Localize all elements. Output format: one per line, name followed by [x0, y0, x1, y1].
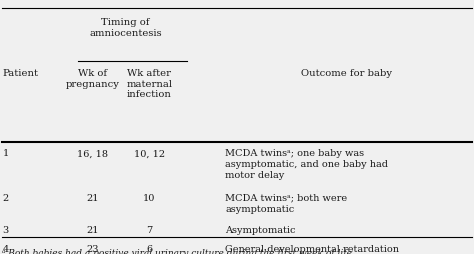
Text: Outcome for baby: Outcome for baby: [301, 69, 392, 77]
Text: 2: 2: [2, 193, 9, 202]
Text: 3: 3: [2, 225, 9, 234]
Text: General developmental retardation: General developmental retardation: [225, 244, 399, 253]
Text: Timing of
amniocentesis: Timing of amniocentesis: [89, 18, 162, 37]
Text: ᵃ Both babies had a positive viral urinary culture during the first week of life: ᵃ Both babies had a positive viral urina…: [2, 248, 355, 254]
Text: 10, 12: 10, 12: [134, 149, 165, 157]
Text: Wk after
maternal
infection: Wk after maternal infection: [126, 69, 173, 99]
Text: 21: 21: [86, 193, 99, 202]
Text: Patient: Patient: [2, 69, 38, 77]
Text: 21: 21: [86, 225, 99, 234]
Text: 23: 23: [86, 244, 99, 253]
Text: 6: 6: [146, 244, 152, 253]
Text: 1: 1: [2, 149, 9, 157]
Text: 7: 7: [146, 225, 153, 234]
Text: 16, 18: 16, 18: [77, 149, 108, 157]
Text: Asymptomatic: Asymptomatic: [225, 225, 296, 234]
Text: MCDA twinsᵃ; both were
asymptomatic: MCDA twinsᵃ; both were asymptomatic: [225, 193, 347, 213]
Text: 10: 10: [143, 193, 155, 202]
Text: MCDA twinsᵃ; one baby was
asymptomatic, and one baby had
motor delay: MCDA twinsᵃ; one baby was asymptomatic, …: [225, 149, 388, 179]
Text: Wk of
pregnancy: Wk of pregnancy: [65, 69, 119, 88]
Text: 4: 4: [2, 244, 9, 253]
